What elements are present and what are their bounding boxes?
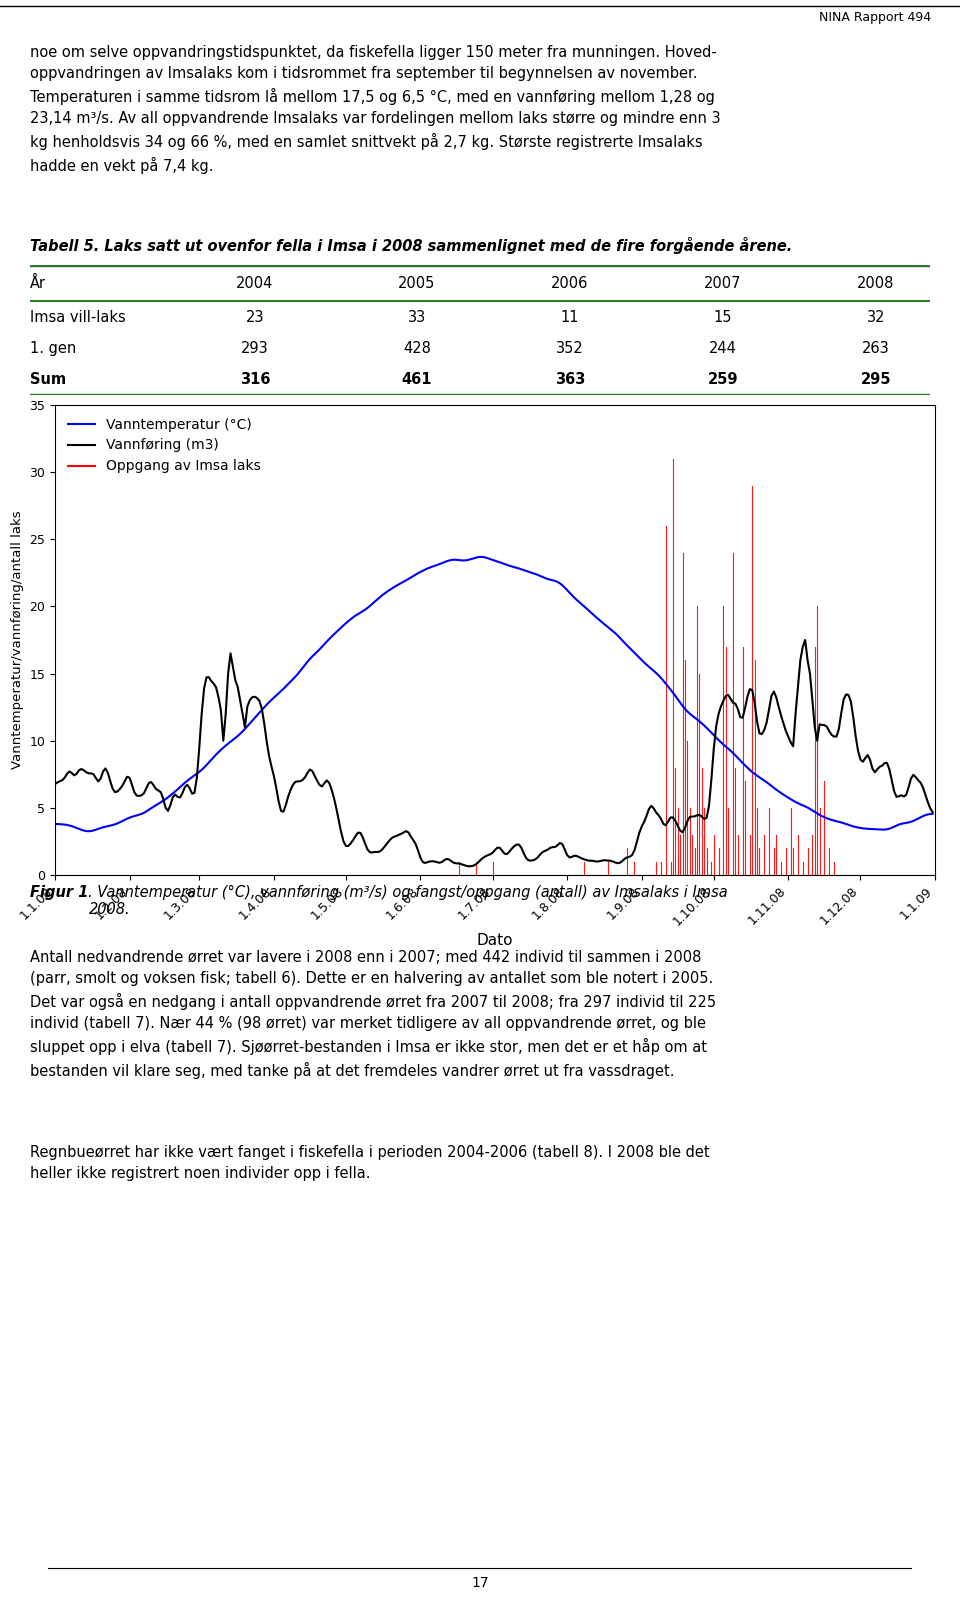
Text: 428: 428 <box>403 341 431 356</box>
Text: 33: 33 <box>408 309 426 325</box>
Text: 2004: 2004 <box>236 275 274 291</box>
Text: Sum: Sum <box>30 372 66 386</box>
Text: 352: 352 <box>556 341 584 356</box>
Text: 316: 316 <box>240 372 271 386</box>
Text: . Vanntemperatur (°C), vannføring (m³/s) og fangst/oppgang (antall) av Imsalaks : . Vanntemperatur (°C), vannføring (m³/s)… <box>88 886 729 918</box>
Text: 2006: 2006 <box>551 275 588 291</box>
Text: 17: 17 <box>471 1576 489 1589</box>
Text: 23: 23 <box>246 309 264 325</box>
Text: Imsa vill-laks: Imsa vill-laks <box>30 309 126 325</box>
Text: Antall nedvandrende ørret var lavere i 2008 enn i 2007; med 442 individ til samm: Antall nedvandrende ørret var lavere i 2… <box>30 950 716 1079</box>
Text: Figur 1: Figur 1 <box>30 886 88 900</box>
Text: NINA Rapport 494: NINA Rapport 494 <box>819 11 931 24</box>
Text: Regnbueørret har ikke vært fanget i fiskefella i perioden 2004-2006 (tabell 8). : Regnbueørret har ikke vært fanget i fisk… <box>30 1145 709 1182</box>
Legend: Vanntemperatur (°C), Vannføring (m3), Oppgang av Imsa laks: Vanntemperatur (°C), Vannføring (m3), Op… <box>62 412 267 478</box>
Text: 15: 15 <box>713 309 732 325</box>
Text: 1. gen: 1. gen <box>30 341 76 356</box>
Y-axis label: Vanntemperatur/vannføring/antall laks: Vanntemperatur/vannføring/antall laks <box>11 510 24 770</box>
Text: 363: 363 <box>555 372 586 386</box>
Text: noe om selve oppvandringstidspunktet, da fiskefella ligger 150 meter fra munning: noe om selve oppvandringstidspunktet, da… <box>30 45 721 174</box>
Text: 11: 11 <box>561 309 579 325</box>
Text: 263: 263 <box>862 341 890 356</box>
Text: År: År <box>30 275 46 291</box>
Text: 32: 32 <box>867 309 885 325</box>
Text: 461: 461 <box>401 372 432 386</box>
Text: 259: 259 <box>708 372 738 386</box>
Text: Tabell 5. Laks satt ut ovenfor fella i Imsa i 2008 sammenlignet med de fire forg: Tabell 5. Laks satt ut ovenfor fella i I… <box>30 237 792 253</box>
Text: 244: 244 <box>709 341 737 356</box>
Text: 2005: 2005 <box>398 275 436 291</box>
Text: 2008: 2008 <box>857 275 895 291</box>
X-axis label: Dato: Dato <box>477 934 514 948</box>
Text: 2007: 2007 <box>705 275 742 291</box>
Text: 295: 295 <box>861 372 891 386</box>
Text: 293: 293 <box>241 341 269 356</box>
